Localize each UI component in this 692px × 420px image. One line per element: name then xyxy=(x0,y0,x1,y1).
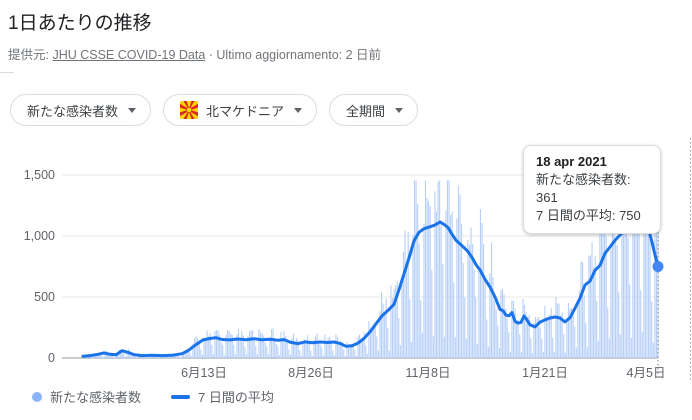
legend-item-average[interactable]: 7 日間の平均 xyxy=(171,387,274,406)
source-link[interactable]: JHU CSSE COVID-19 Data xyxy=(52,48,206,62)
y-axis-tick: 500 xyxy=(34,290,55,304)
time-range-dropdown-label: 全期間 xyxy=(346,103,386,119)
header-divider xyxy=(0,72,14,73)
tooltip-date: 18 apr 2021 xyxy=(536,154,607,169)
x-axis-tick: 4月5日 xyxy=(626,366,666,380)
chevron-down-icon xyxy=(294,107,303,113)
metric-dropdown-label: 新たな感染者数 xyxy=(27,103,119,119)
tooltip-average-row: 7 日間の平均: 750 xyxy=(536,208,641,223)
last-updated-text: Ultimo aggiornamento: 2 日前 xyxy=(216,48,382,62)
y-axis-tick: 1,000 xyxy=(23,229,55,243)
chart-tooltip: 18 apr 2021 新たな感染者数: 361 7 日間の平均: 750 xyxy=(523,145,661,234)
legend-item-daily[interactable]: 新たな感染者数 xyxy=(32,387,141,406)
north-macedonia-flag-icon xyxy=(180,101,199,119)
x-axis-tick: 8月26日 xyxy=(288,366,334,380)
metric-dropdown[interactable]: 新たな感染者数 xyxy=(10,94,152,126)
source-line: 提供元: JHU CSSE COVID-19 Data · Ultimo agg… xyxy=(8,44,381,63)
page-title: 1日あたりの推移 xyxy=(8,13,152,34)
y-axis-tick: 0 xyxy=(48,351,55,365)
tooltip-daily-row: 新たな感染者数: 361 xyxy=(536,172,631,205)
time-range-dropdown[interactable]: 全期間 xyxy=(329,94,419,126)
x-axis-tick: 1月21日 xyxy=(522,366,568,380)
chevron-down-icon xyxy=(395,107,404,113)
line-series-icon xyxy=(171,394,191,399)
legend-average-label: 7 日間の平均 xyxy=(198,390,274,405)
chevron-down-icon xyxy=(128,107,137,113)
region-dropdown-label: 北マケドニア xyxy=(206,103,285,119)
x-axis-tick: 11月8日 xyxy=(405,366,451,380)
region-dropdown[interactable]: 北マケドニア xyxy=(163,94,318,126)
separator-dot: · xyxy=(205,48,217,62)
source-prefix: 提供元: xyxy=(8,48,53,62)
bar-series-dot-icon xyxy=(32,391,42,402)
filter-chips: 新たな感染者数 xyxy=(10,94,419,126)
x-axis-tick: 6月13日 xyxy=(181,366,227,380)
legend-daily-label: 新たな感染者数 xyxy=(50,390,142,405)
chart-legend: 新たな感染者数 7 日間の平均 xyxy=(32,387,274,406)
y-axis-tick: 1,500 xyxy=(23,168,55,182)
